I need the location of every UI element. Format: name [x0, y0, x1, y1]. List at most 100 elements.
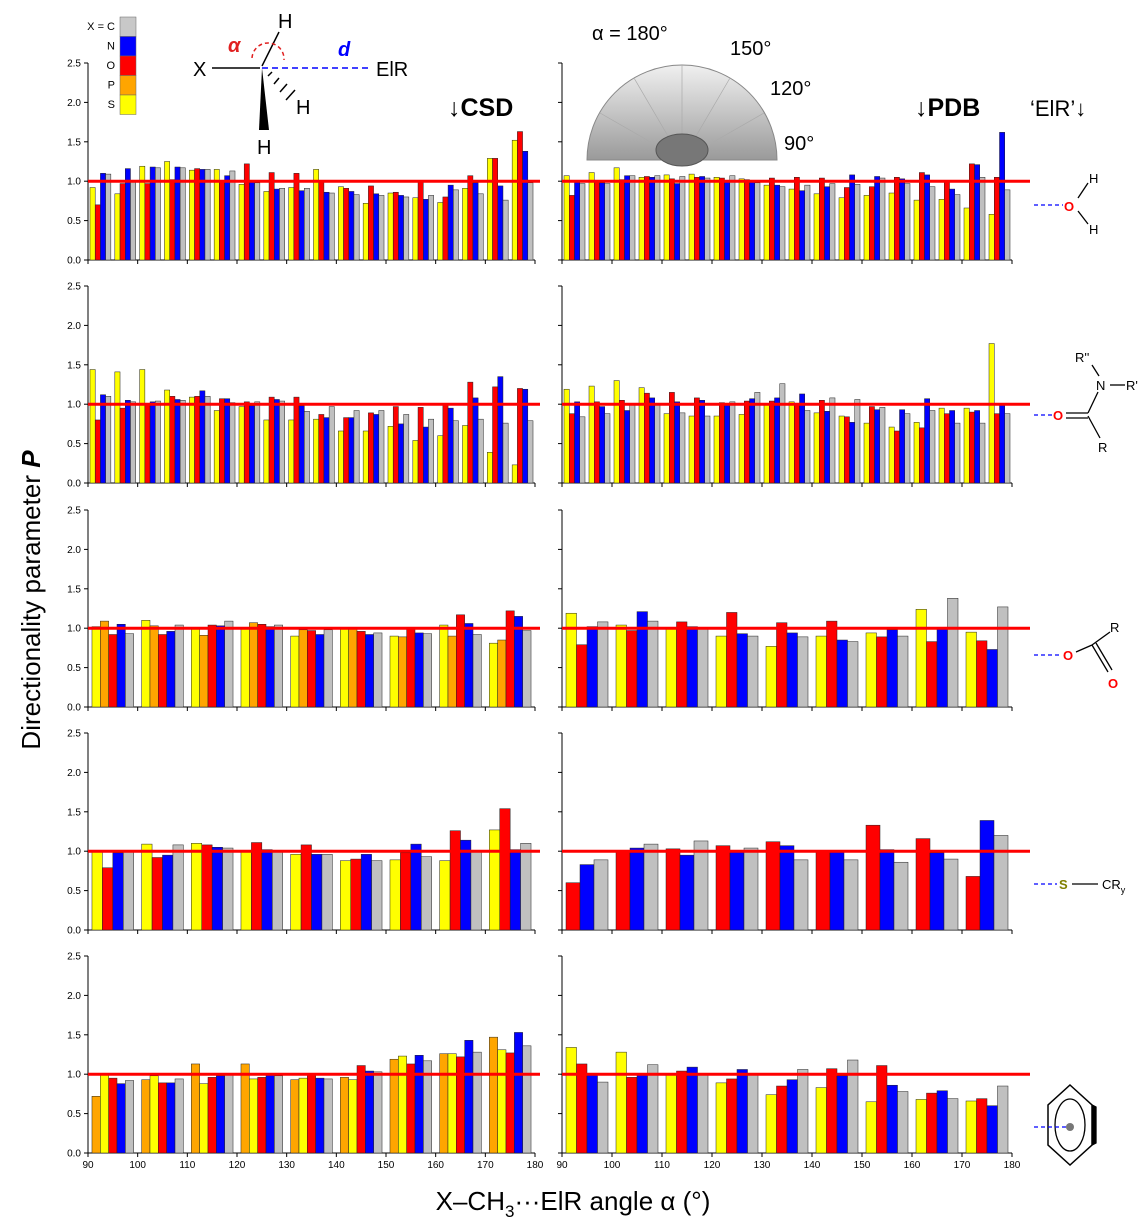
- bar: [880, 407, 885, 483]
- bar: [980, 177, 985, 260]
- bar: [90, 370, 95, 483]
- x-tick-label: 150: [378, 1160, 395, 1171]
- bar: [914, 422, 919, 483]
- bar: [566, 1047, 577, 1153]
- bar: [594, 860, 608, 930]
- bar: [614, 381, 619, 483]
- y-tick-label: 1.0: [67, 847, 81, 858]
- bar: [800, 191, 805, 260]
- figure: X = CNOPS X H H H α d ElR α = 180° 150° …: [0, 0, 1148, 1223]
- bar: [627, 1077, 638, 1153]
- bar: [307, 1073, 315, 1153]
- bar: [819, 178, 824, 260]
- y-tick-label: 0.5: [67, 439, 81, 450]
- bar: [750, 399, 755, 483]
- bar: [648, 1065, 659, 1153]
- bar: [894, 862, 908, 930]
- bar: [329, 193, 334, 260]
- bar: [716, 636, 727, 707]
- panel: [558, 510, 1030, 711]
- bar: [189, 397, 194, 483]
- bar: [598, 1082, 609, 1153]
- bar: [423, 199, 428, 260]
- bar: [363, 203, 368, 260]
- legend-label: O: [106, 60, 115, 72]
- bar: [675, 402, 680, 483]
- bar: [493, 158, 498, 260]
- bar: [468, 382, 473, 483]
- y-tick-label: 2.0: [67, 991, 81, 1002]
- bar: [489, 643, 497, 707]
- bar: [363, 431, 368, 483]
- bar: [839, 198, 844, 260]
- bar: [687, 627, 698, 707]
- x-tick-label: 120: [229, 1160, 246, 1171]
- bar: [937, 628, 948, 707]
- bar: [130, 181, 135, 260]
- bar: [219, 399, 224, 483]
- bar: [487, 158, 492, 260]
- bar: [158, 635, 166, 707]
- bar: [855, 399, 860, 483]
- bar: [411, 844, 421, 930]
- bar: [819, 400, 824, 483]
- bar: [880, 850, 894, 930]
- panel-header: ↓CSD: [448, 94, 513, 122]
- y-tick-label: 0.5: [67, 1109, 81, 1120]
- bar: [787, 1080, 798, 1153]
- bar: [329, 407, 334, 483]
- bar: [877, 1066, 888, 1153]
- bar: [748, 636, 759, 707]
- bar: [498, 640, 506, 707]
- bar: [589, 173, 594, 260]
- bar: [1000, 404, 1005, 483]
- bar: [698, 1074, 709, 1153]
- bar: [167, 1083, 175, 1153]
- bar: [830, 398, 835, 483]
- bar: [142, 1080, 150, 1153]
- bar: [680, 176, 685, 260]
- bar: [880, 178, 885, 260]
- bar: [200, 1084, 208, 1153]
- x-axis-label-text: ···ElR angle α (°): [514, 1186, 710, 1216]
- bar: [925, 175, 930, 260]
- bar: [866, 825, 880, 930]
- bar: [145, 404, 150, 483]
- bar: [113, 853, 123, 930]
- bar: [998, 1086, 1009, 1153]
- bar: [905, 184, 910, 260]
- bar: [730, 402, 735, 483]
- x-tick-label: 140: [328, 1160, 345, 1171]
- bar: [428, 419, 433, 483]
- bar: [264, 420, 269, 483]
- bar: [319, 182, 324, 260]
- bar: [700, 400, 705, 483]
- bar: [448, 185, 453, 260]
- bar: [839, 416, 844, 483]
- bar: [473, 635, 481, 707]
- bar: [421, 857, 431, 930]
- bar: [1005, 414, 1010, 483]
- panel-header: ‘ElR’↓: [1030, 96, 1086, 121]
- atom: O: [1063, 648, 1073, 663]
- bar: [514, 1032, 522, 1153]
- bar: [637, 1074, 648, 1153]
- bar: [644, 393, 649, 483]
- bar: [716, 1083, 727, 1153]
- bar: [120, 184, 125, 260]
- bar: [152, 858, 162, 930]
- bar: [269, 173, 274, 260]
- bar: [577, 1064, 588, 1153]
- bar: [175, 399, 180, 483]
- bar: [266, 1075, 274, 1153]
- bar: [750, 181, 755, 260]
- bar: [655, 405, 660, 483]
- bar: [800, 394, 805, 483]
- bar: [506, 611, 514, 707]
- bar: [393, 192, 398, 260]
- bar: [440, 861, 450, 930]
- bar: [324, 192, 329, 260]
- bar: [955, 195, 960, 260]
- bar: [109, 1078, 117, 1153]
